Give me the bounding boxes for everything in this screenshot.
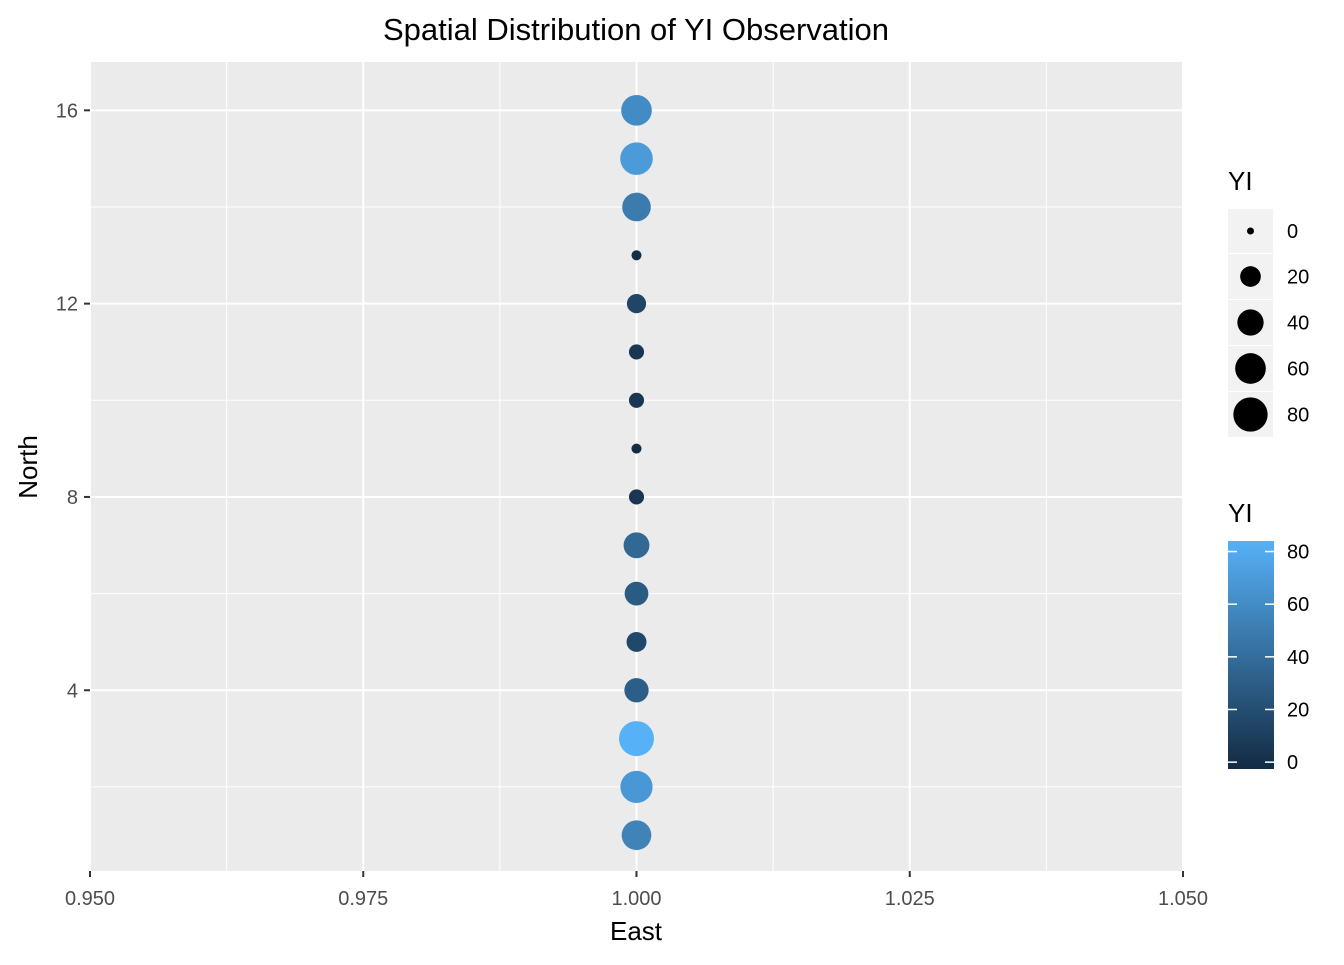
color-legend: YI 0 20 40 60 80 xyxy=(1228,498,1309,774)
data-point xyxy=(623,532,650,559)
data-point xyxy=(619,721,654,757)
colorbar xyxy=(1228,541,1274,769)
data-point xyxy=(622,192,651,222)
color-legend-title: YI xyxy=(1228,498,1253,528)
colorbar-label: 20 xyxy=(1287,699,1309,721)
size-legend: YI 0 20 40 60 80 xyxy=(1228,166,1309,437)
data-point xyxy=(628,344,645,360)
colorbar-ticks: 0 20 40 60 80 xyxy=(1228,542,1309,774)
x-tick-label: 0.950 xyxy=(65,888,115,910)
size-legend-point xyxy=(1237,309,1264,336)
x-axis-title: East xyxy=(610,916,663,946)
size-legend-keys: 0 20 40 60 80 xyxy=(1228,209,1309,437)
size-legend-label: 20 xyxy=(1287,267,1309,289)
y-tick-label: 8 xyxy=(67,487,78,509)
data-point xyxy=(624,678,649,703)
size-legend-label: 60 xyxy=(1287,359,1309,381)
data-point xyxy=(624,581,649,606)
x-tick-label: 1.050 xyxy=(1158,888,1208,910)
y-axis: 4 8 12 16 xyxy=(56,100,90,702)
y-tick-label: 16 xyxy=(56,100,78,122)
x-axis: 0.950 0.975 1.000 1.025 1.050 xyxy=(65,871,1208,910)
data-point xyxy=(620,770,653,804)
y-axis-title: North xyxy=(13,435,43,499)
colorbar-label: 60 xyxy=(1287,594,1309,616)
x-tick-label: 1.000 xyxy=(611,888,661,910)
data-point xyxy=(626,294,647,314)
data-point xyxy=(628,489,645,505)
y-tick-label: 12 xyxy=(56,294,78,316)
chart-title: Spatial Distribution of YI Observation xyxy=(383,12,889,47)
data-point xyxy=(631,443,642,454)
size-legend-label: 40 xyxy=(1287,313,1309,335)
size-legend-point xyxy=(1240,266,1261,287)
data-point xyxy=(621,820,652,851)
size-legend-label: 80 xyxy=(1287,405,1309,427)
data-point xyxy=(620,142,653,175)
size-legend-point xyxy=(1247,227,1254,235)
y-tick-label: 4 xyxy=(67,680,78,702)
colorbar-label: 0 xyxy=(1287,752,1298,774)
size-legend-label: 0 xyxy=(1287,221,1298,243)
data-point xyxy=(621,94,652,126)
x-tick-label: 0.975 xyxy=(338,888,388,910)
colorbar-label: 40 xyxy=(1287,647,1309,669)
colorbar-label: 80 xyxy=(1287,542,1309,564)
size-legend-point xyxy=(1235,353,1266,384)
data-points xyxy=(619,94,654,851)
data-point xyxy=(628,392,645,408)
data-point xyxy=(631,250,642,261)
x-tick-label: 1.025 xyxy=(885,888,935,910)
data-point xyxy=(626,631,647,652)
size-legend-title: YI xyxy=(1228,166,1253,196)
size-legend-point xyxy=(1233,397,1268,432)
